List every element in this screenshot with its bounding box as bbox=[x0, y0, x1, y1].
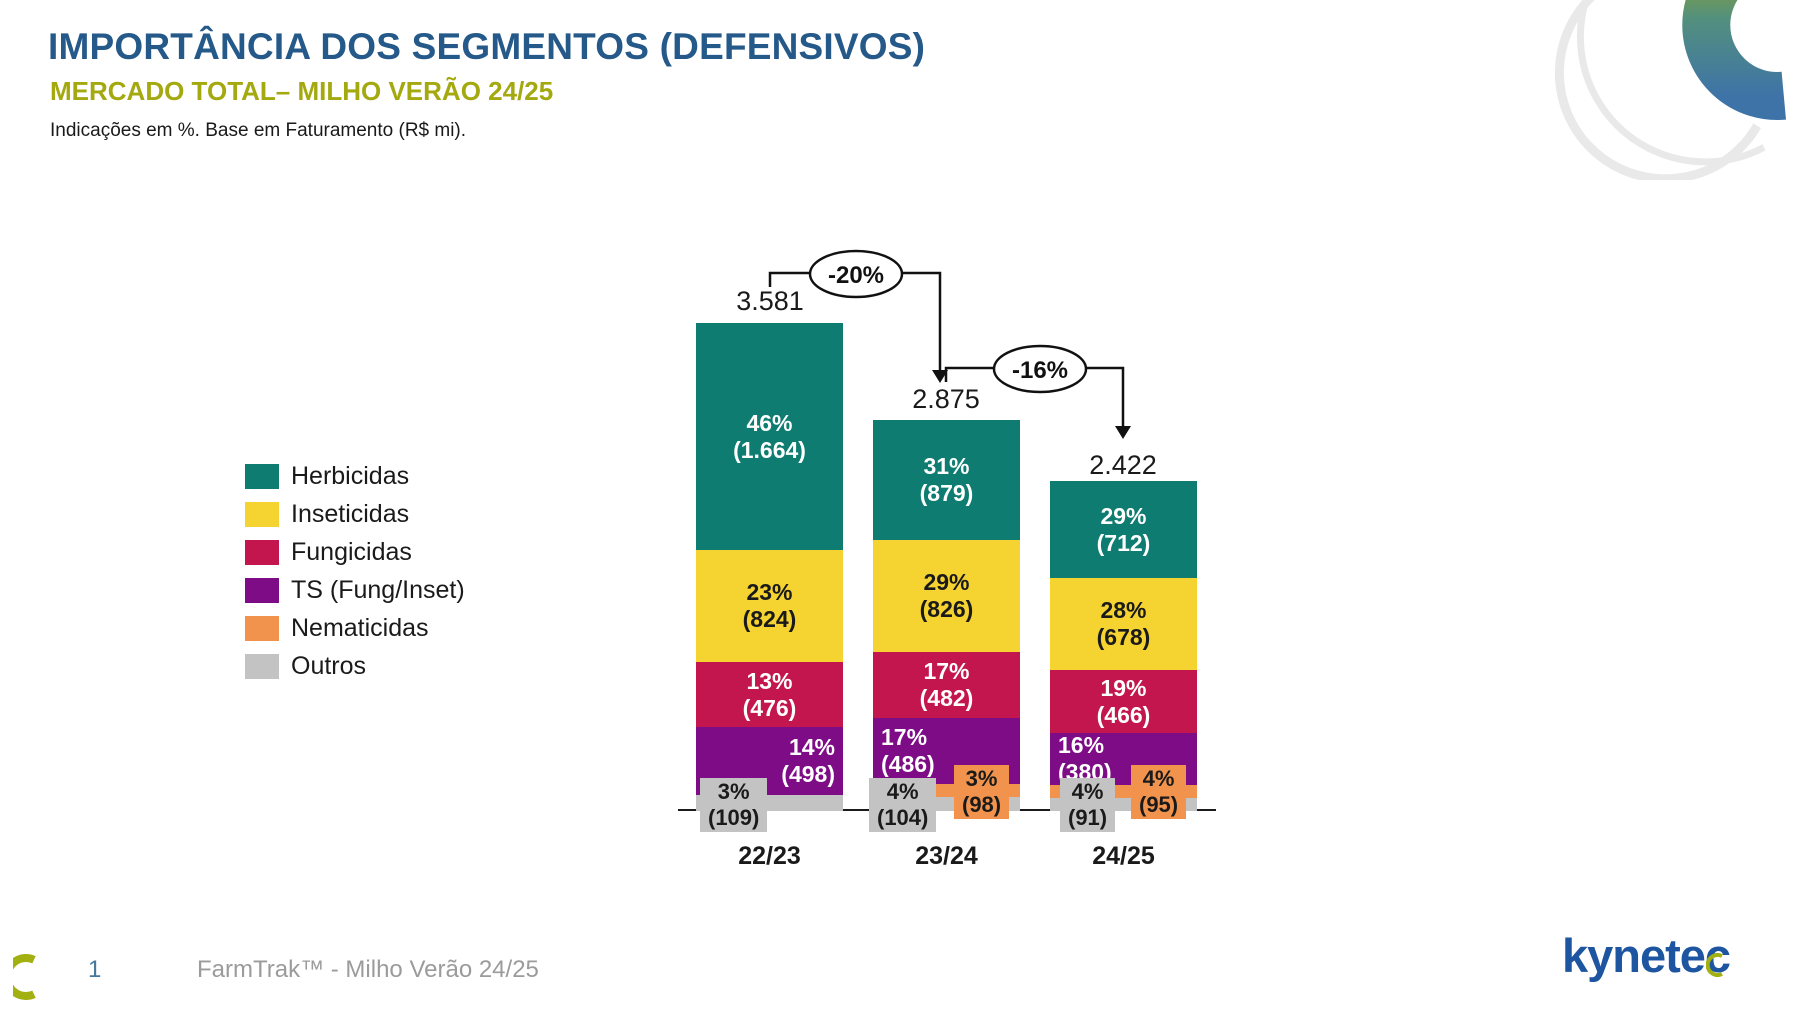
callout-outros-23-24: 4% (104) bbox=[869, 778, 937, 832]
callout-outros-22-23: 3% (109) bbox=[700, 778, 768, 832]
page-number: 1 bbox=[88, 956, 102, 983]
chart-note: Indicações em %. Base em Faturamento (R$… bbox=[50, 120, 467, 141]
arrowhead-20 bbox=[932, 370, 948, 383]
decorative-gray-arc-outer bbox=[1576, 0, 1766, 166]
callout-nematicidas-24-25: 4% (95) bbox=[1131, 765, 1187, 819]
segment-fungicidas: 17% (482) bbox=[873, 652, 1020, 718]
bar-total-22-23: 3.581 bbox=[736, 286, 804, 316]
legend-label: Nematicidas bbox=[291, 614, 429, 642]
legend-label: TS (Fung/Inset) bbox=[291, 576, 465, 604]
legend-item-fungicidas: Fungicidas bbox=[245, 538, 465, 566]
segment-label: 46% (1.664) bbox=[733, 409, 806, 463]
legend-label: Inseticidas bbox=[291, 500, 410, 528]
segment-inseticidas: 28% (678) bbox=[1050, 578, 1197, 670]
bar-total-23-24: 2.875 bbox=[912, 384, 980, 414]
segment-ts: 17% (486) bbox=[873, 718, 1020, 784]
kynetec-logo: kynetec bbox=[1562, 928, 1731, 983]
decorative-ring-arcs bbox=[1554, 0, 1786, 180]
segment-label: 13% (476) bbox=[742, 667, 797, 721]
segment-fungicidas: 19% (466) bbox=[1050, 670, 1197, 733]
segment-fungicidas: 13% (476) bbox=[696, 662, 843, 727]
legend-swatch-nematicidas bbox=[245, 616, 279, 641]
category-label-24-25: 24/25 bbox=[1092, 842, 1155, 870]
callout-nematicidas-23-24: 3% (98) bbox=[954, 765, 1010, 819]
arrowhead-16 bbox=[1115, 426, 1131, 439]
stacked-bar-24-25: 29% (712) 28% (678) 19% (466) 16% (380) bbox=[1050, 481, 1197, 811]
segment-inseticidas: 29% (826) bbox=[873, 540, 1020, 652]
kynetec-logo-arc bbox=[1706, 953, 1723, 977]
segment-label: 23% (824) bbox=[742, 579, 797, 632]
bar-total-24-25: 2.422 bbox=[1089, 450, 1157, 480]
segment-label: 17% (486) bbox=[881, 724, 935, 777]
legend-label: Herbicidas bbox=[291, 462, 410, 490]
category-label-23-24: 23/24 bbox=[915, 842, 978, 870]
decorative-gradient-ring bbox=[1682, 0, 1786, 120]
legend-item-outros: Outros bbox=[245, 652, 465, 680]
segment-herbicidas: 31% (879) bbox=[873, 420, 1020, 540]
segment-label: 14% (498) bbox=[781, 734, 835, 787]
kynetec-logo-arc-icon bbox=[1706, 953, 1723, 977]
page-title: IMPORTÂNCIA DOS SEGMENTOS (DEFENSIVOS) bbox=[48, 26, 926, 67]
category-label-22-23: 22/23 bbox=[738, 842, 801, 870]
stacked-bar-23-24: 31% (879) 29% (826) 17% (482) 17% (486) bbox=[873, 420, 1020, 811]
decorative-gray-arc-inner bbox=[1554, 0, 1762, 180]
callout-outros-24-25: 4% (91) bbox=[1060, 778, 1116, 832]
segment-inseticidas: 23% (824) bbox=[696, 550, 843, 662]
legend-swatch-inseticidas bbox=[245, 502, 279, 527]
legend-item-inseticidas: Inseticidas bbox=[245, 500, 465, 528]
segment-label: 29% (826) bbox=[919, 569, 974, 622]
legend-item-nematicidas: Nematicidas bbox=[245, 614, 465, 642]
legend-label: Outros bbox=[291, 652, 367, 680]
segment-label: 28% (678) bbox=[1096, 597, 1151, 650]
footer-source-text: FarmTrak™ - Milho Verão 24/25 bbox=[197, 956, 539, 983]
legend-item-herbicidas: Herbicidas bbox=[245, 462, 465, 490]
stacked-bar-22-23: 46% (1.664) 23% (824) 13% (476) 14% (498) bbox=[696, 323, 843, 811]
chart-legend: Herbicidas Inseticidas Fungicidas TS (Fu… bbox=[245, 462, 465, 680]
segment-herbicidas: 29% (712) bbox=[1050, 481, 1197, 578]
page-subtitle: MERCADO TOTAL– MILHO VERÃO 24/25 bbox=[50, 76, 554, 106]
footer-arc-path bbox=[13, 954, 36, 1000]
segment-label: 29% (712) bbox=[1096, 502, 1151, 556]
kynetec-logo-text: kynetec bbox=[1562, 929, 1731, 982]
legend-label: Fungicidas bbox=[291, 538, 412, 566]
segment-label: 17% (482) bbox=[919, 658, 974, 711]
legend-swatch-ts bbox=[245, 578, 279, 603]
change-badge-label: -16% bbox=[1012, 357, 1068, 384]
footer-arc-icon bbox=[13, 954, 36, 1000]
segment-label: 19% (466) bbox=[1096, 674, 1151, 728]
legend-swatch-outros bbox=[245, 654, 279, 679]
legend-item-ts: TS (Fung/Inset) bbox=[245, 576, 465, 604]
segment-label: 31% (879) bbox=[919, 453, 974, 506]
change-badge-label: -20% bbox=[828, 262, 884, 289]
legend-swatch-fungicidas bbox=[245, 540, 279, 565]
legend-swatch-herbicidas bbox=[245, 464, 279, 489]
segment-herbicidas: 46% (1.664) bbox=[696, 323, 843, 550]
